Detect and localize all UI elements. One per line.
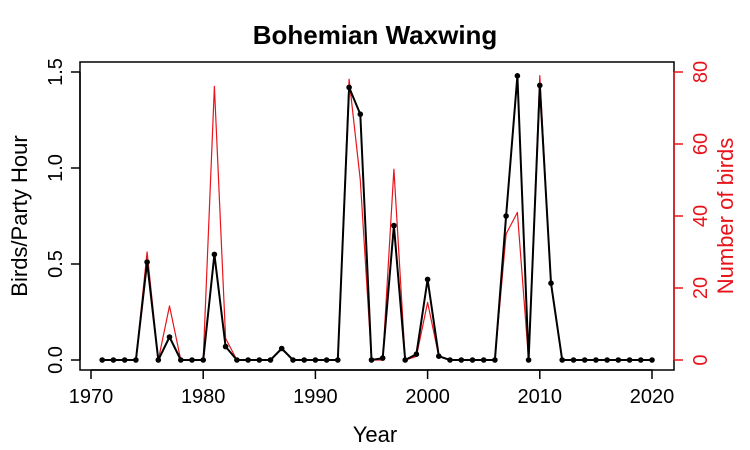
- data-point-birds-per-party-hour: [346, 84, 352, 91]
- data-point-birds-per-party-hour: [638, 357, 644, 363]
- data-point-birds-per-party-hour: [424, 276, 431, 283]
- data-point-birds-per-party-hour: [278, 345, 285, 352]
- x-axis: 1970 1980 1990 2000 2010 2020: [69, 369, 675, 408]
- data-point-birds-per-party-hour: [368, 357, 375, 363]
- data-point-birds-per-party-hour: [514, 73, 521, 79]
- data-point-birds-per-party-hour: [593, 357, 599, 363]
- data-point-birds-per-party-hour: [649, 357, 655, 363]
- y-axis-label-left: Birds/Party Hour: [7, 135, 32, 296]
- data-point-birds-per-party-hour: [626, 357, 633, 363]
- data-point-birds-per-party-hour: [234, 357, 240, 363]
- y-axis-right: 0 20 40 60 80: [673, 61, 712, 366]
- data-point-birds-per-party-hour: [245, 357, 251, 363]
- data-point-birds-per-party-hour: [166, 334, 173, 340]
- data-point-birds-per-party-hour: [222, 343, 229, 350]
- data-point-birds-per-party-hour: [267, 357, 274, 363]
- y-tick-label-right: 0: [690, 354, 712, 365]
- data-point-birds-per-party-hour: [604, 357, 610, 363]
- series-line-birds-per-party-hour: [102, 74, 652, 361]
- data-point-birds-per-party-hour: [312, 357, 319, 363]
- series-line-number-of-birds: [102, 74, 652, 361]
- plot-frame: [79, 61, 675, 371]
- data-point-birds-per-party-hour: [581, 357, 588, 363]
- data-point-birds-per-party-hour: [492, 357, 498, 363]
- chart-title: Bohemian Waxwing: [253, 20, 498, 50]
- y-axis-label-right: Number of birds: [713, 138, 738, 295]
- data-point-birds-per-party-hour: [559, 357, 565, 363]
- data-point-birds-per-party-hour: [323, 357, 330, 363]
- y-tick-label-left: 1.5: [45, 58, 67, 86]
- data-point-birds-per-party-hour: [357, 111, 364, 117]
- data-point-birds-per-party-hour: [391, 222, 397, 229]
- data-point-birds-per-party-hour: [615, 357, 622, 363]
- data-point-birds-per-party-hour: [178, 357, 184, 363]
- data-point-birds-per-party-hour: [537, 82, 543, 89]
- y-tick-label-right: 20: [690, 277, 712, 299]
- data-point-birds-per-party-hour: [110, 357, 117, 363]
- data-point-birds-per-party-hour: [290, 357, 296, 363]
- data-point-birds-per-party-hour: [469, 357, 476, 363]
- data-point-birds-per-party-hour: [256, 357, 263, 363]
- x-tick-label: 2000: [405, 386, 450, 408]
- y-tick-label-left: 1.0: [45, 154, 67, 182]
- y-tick-label-left: 0.0: [45, 346, 67, 374]
- data-point-birds-per-party-hour: [379, 355, 386, 361]
- data-point-birds-per-party-hour: [200, 357, 206, 363]
- data-point-birds-per-party-hour: [211, 251, 218, 258]
- data-point-birds-per-party-hour: [458, 357, 465, 363]
- data-point-birds-per-party-hour: [301, 357, 308, 363]
- data-point-birds-per-party-hour: [402, 357, 409, 363]
- data-point-birds-per-party-hour: [121, 357, 128, 363]
- data-point-birds-per-party-hour: [413, 351, 420, 358]
- data-point-birds-per-party-hour: [503, 213, 509, 219]
- x-axis-label: Year: [353, 422, 397, 447]
- data-point-birds-per-party-hour: [570, 357, 577, 363]
- x-tick-label: 2010: [518, 386, 563, 408]
- x-tick-label: 1970: [69, 386, 114, 408]
- data-point-birds-per-party-hour: [155, 357, 162, 363]
- data-point-birds-per-party-hour: [447, 357, 453, 363]
- data-point-birds-per-party-hour: [548, 280, 554, 287]
- data-point-birds-per-party-hour: [436, 353, 442, 360]
- y-tick-label-right: 40: [690, 205, 712, 227]
- data-point-birds-per-party-hour: [189, 357, 195, 363]
- series-layer: [99, 73, 655, 363]
- data-point-birds-per-party-hour: [144, 259, 150, 265]
- y-tick-label-right: 80: [690, 61, 712, 83]
- x-tick-label: 1980: [181, 386, 226, 408]
- x-tick-label: 2020: [630, 386, 675, 408]
- y-tick-label-right: 60: [690, 133, 712, 155]
- data-point-birds-per-party-hour: [99, 357, 105, 363]
- data-point-birds-per-party-hour: [480, 357, 487, 363]
- data-point-birds-per-party-hour: [335, 357, 341, 363]
- y-axis-left: 0.0 0.5 1.0 1.5: [45, 58, 81, 374]
- y-tick-label-left: 0.5: [45, 250, 67, 278]
- x-tick-label: 1990: [293, 386, 338, 408]
- data-point-birds-per-party-hour: [525, 357, 532, 363]
- data-point-birds-per-party-hour: [133, 357, 139, 363]
